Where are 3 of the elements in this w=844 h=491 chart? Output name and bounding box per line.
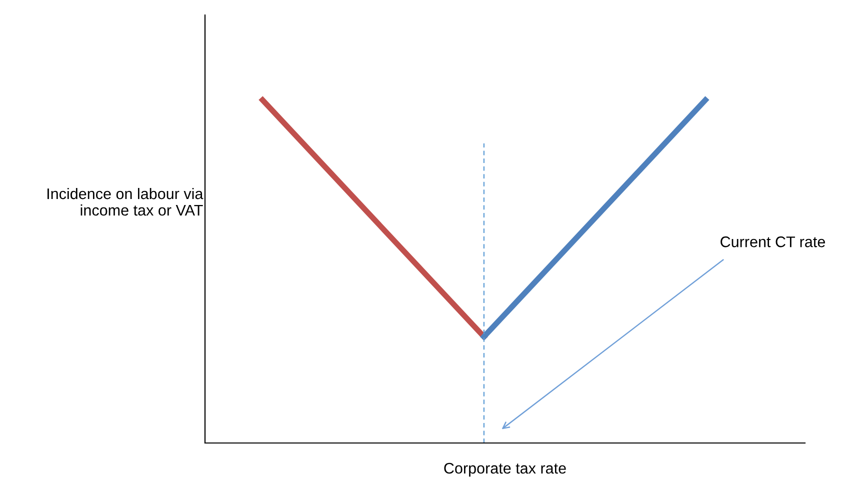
annotation: Current CT rate: [720, 236, 825, 248]
x-axis-title: Corporate tax rate: [444, 462, 566, 477]
y-axis-title: Incidence on labour via income tax or VAT: [47, 188, 204, 216]
